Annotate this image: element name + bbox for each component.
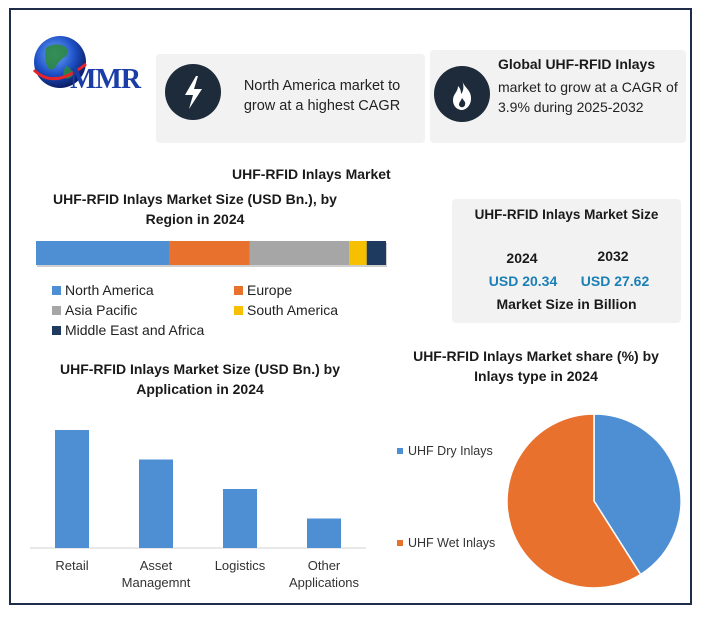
tick-label-other-applications: Other [308,558,341,573]
year-2024: 2024 [506,250,538,266]
tick-label-other-applications: Applications [289,575,360,590]
pie-legend-label-uhf-dry-inlays: UHF Dry Inlays [408,444,493,458]
logo: MMR [26,30,146,100]
legend-swatch-middle-east-and-africa [52,326,61,335]
application-bar-chart: Retail Asset Managemnt Logistics Other Applic… [30,430,366,590]
inlay-type-pie-chart: UHF Dry Inlays UHF Wet Inlays [397,413,682,589]
legend-label-north-america: North America [65,282,154,298]
pie-chart-title: UHF-RFID Inlays Market share (%) by Inla… [413,348,659,384]
card2-text: market to grow at a CAGR of 3.9% during … [498,79,678,115]
bar-retail [55,430,89,548]
application-chart-title: UHF-RFID Inlays Market Size (USD Bn.) by… [59,361,341,397]
region-segment-europe [169,241,250,265]
legend-label-asia-pacific: Asia Pacific [65,302,138,318]
year-2032: 2032 [597,248,629,264]
legend-label-middle-east-and-africa: Middle East and Africa [65,322,205,338]
lightning-icon [165,64,221,120]
bar-asset-managemnt [139,459,173,548]
region-segment-middle-east-and-africa [366,241,386,265]
tick-label-asset-managemnt: Managemnt [122,575,191,590]
globe-icon [32,36,87,88]
legend-swatch-south-america [234,306,243,315]
pie-legend-swatch-uhf-dry-inlays [397,448,403,454]
main-title: UHF-RFID Inlays Market [232,166,391,182]
pie-legend-label-uhf-wet-inlays: UHF Wet Inlays [408,536,495,550]
region-segment-north-america [36,241,169,265]
region-stacked-bar [36,241,387,267]
region-segment-south-america [349,241,367,265]
flame-icon [434,66,490,122]
legend-label-south-america: South America [247,302,339,318]
region-chart-title: UHF-RFID Inlays Market Size (USD Bn.), b… [53,191,337,227]
tick-label-asset-managemnt: Asset [140,558,173,573]
tick-label-logistics: Logistics [215,558,266,573]
card2-title: Global UHF-RFID Inlays [498,56,656,72]
legend-swatch-asia-pacific [52,306,61,315]
value-2032: USD 27.62 [580,273,650,289]
market-size-card: UHF-RFID Inlays Market Size 2024 2032 US… [452,199,681,323]
bar-other-applications [307,518,341,548]
highlight-card-north-america: North America market to grow at a highes… [156,54,425,143]
value-2024: USD 20.34 [488,273,558,289]
region-segment-asia-pacific [249,241,350,265]
logo-text: MMR [70,64,141,95]
legend-swatch-north-america [52,286,61,295]
market-size-title: UHF-RFID Inlays Market Size [474,207,659,222]
tick-label-retail: Retail [55,558,88,573]
market-size-caption: Market Size in Billion [496,296,637,312]
legend-swatch-europe [234,286,243,295]
infographic-frame [9,8,692,605]
bar-logistics [223,489,257,548]
legend-label-europe: Europe [247,282,293,298]
card1-text: North America market to grow at a highes… [243,78,401,114]
pie-legend-swatch-uhf-wet-inlays [397,540,403,546]
pie-slice-uhf-wet-inlays [506,413,642,589]
highlight-card-global-cagr: Global UHF-RFID Inlays market to grow at… [430,50,686,143]
